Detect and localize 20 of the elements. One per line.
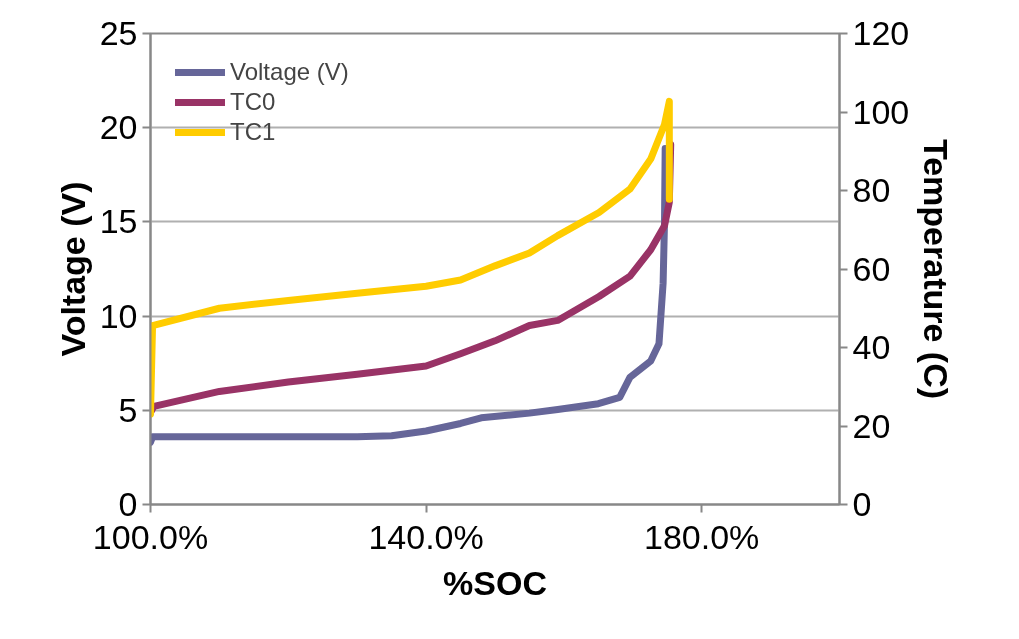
- y2-tick-label: 40: [852, 328, 891, 366]
- y2-axis-title: Temperature (C): [917, 138, 956, 400]
- y-tick-label: 15: [99, 202, 138, 241]
- legend-label: TC1: [230, 118, 276, 146]
- y2-tick-label: 100: [852, 92, 910, 131]
- y-tick-label: 10: [99, 296, 138, 335]
- y2-tick-label: 120: [852, 14, 910, 52]
- y-tick-label: 5: [118, 390, 138, 429]
- y-tick-label: 25: [99, 14, 138, 52]
- x-tick-label: 180.0%: [644, 517, 760, 556]
- y2-tick-label: 60: [852, 249, 891, 288]
- x-axis-title: %SOC: [443, 563, 547, 602]
- y2-tick-label: 0: [852, 485, 872, 523]
- legend-label: Voltage (V): [230, 58, 349, 86]
- x-tick-label: 140.0%: [368, 517, 484, 556]
- y-axis-title: Voltage (V): [53, 181, 92, 357]
- y2-tick-label: 80: [852, 171, 891, 209]
- legend-label: TC0: [230, 88, 276, 116]
- y2-tick-label: 20: [852, 406, 891, 445]
- y-tick-label: 20: [99, 108, 138, 147]
